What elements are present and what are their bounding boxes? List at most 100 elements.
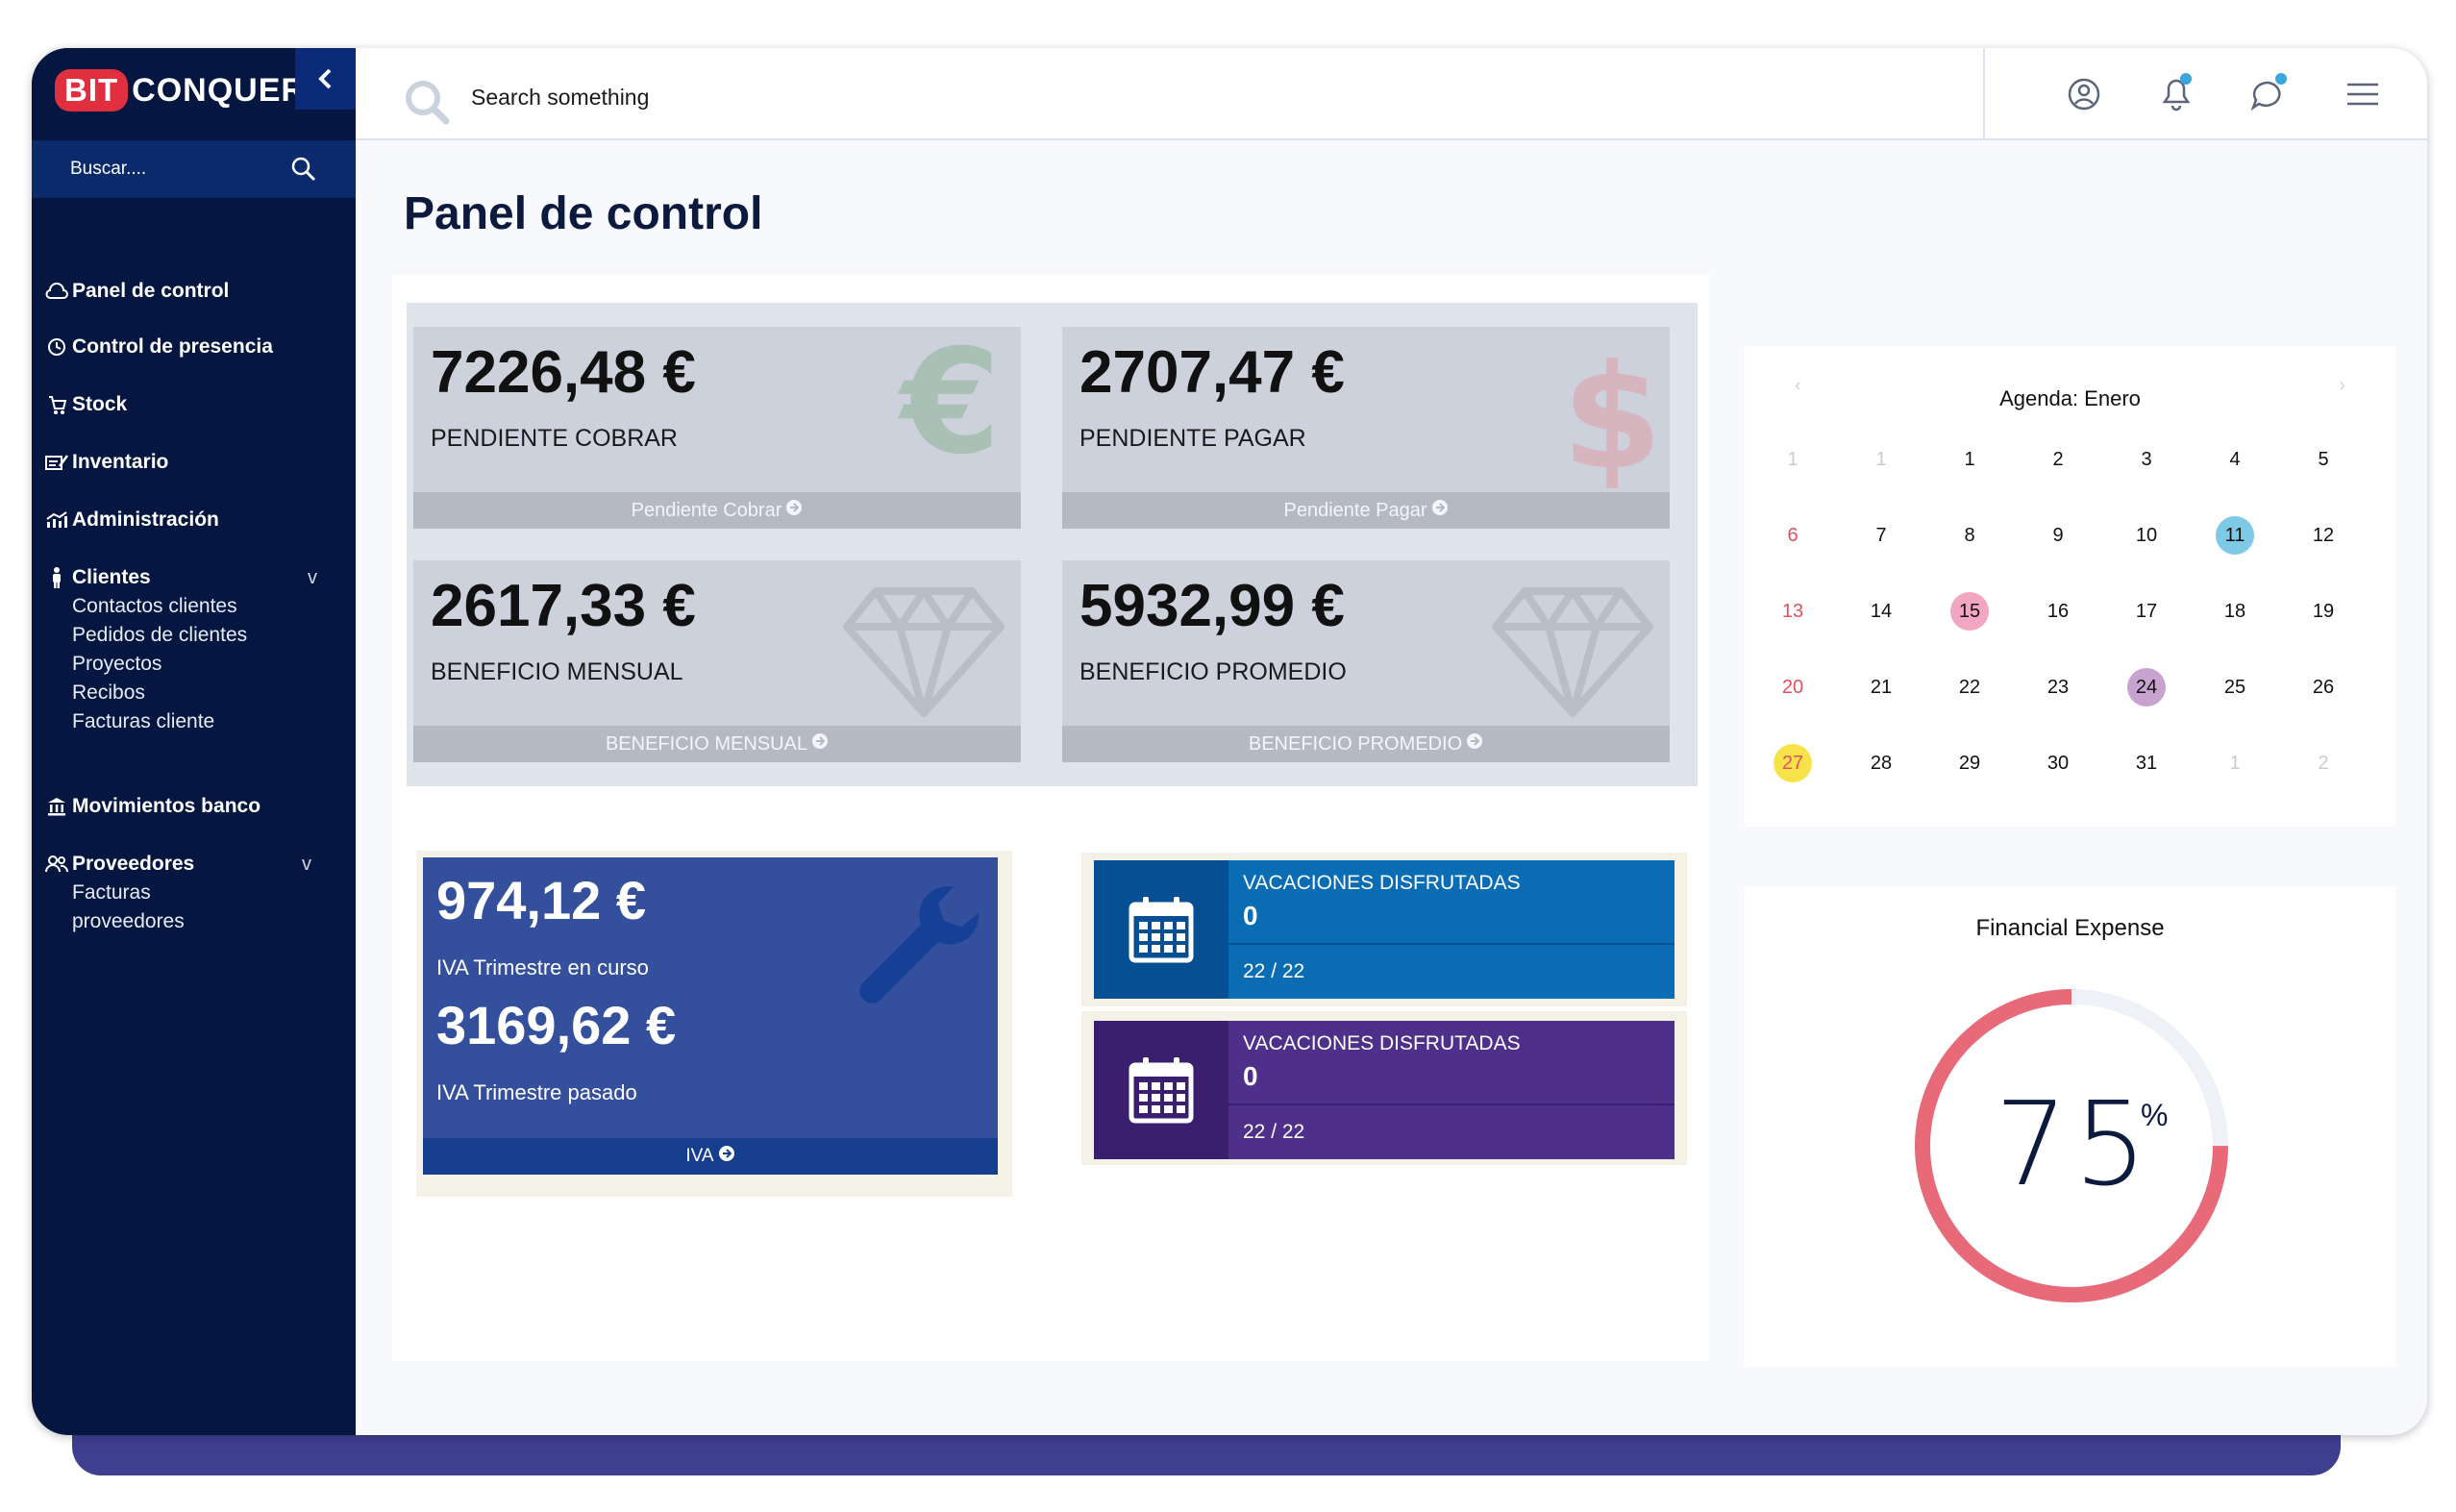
sidebar-subitem[interactable]: Facturas — [72, 881, 151, 904]
calendar-day[interactable]: 1 — [1964, 448, 1975, 470]
chart-icon — [43, 508, 70, 532]
vacation-value: 0 — [1243, 901, 1258, 930]
kpi-grid: 7226,48 € PENDIENTE COBRAR € Pendiente C… — [407, 303, 1698, 786]
donut-unit: % — [2141, 1098, 2169, 1132]
calendar-day[interactable]: 21 — [1870, 676, 1893, 698]
calendar-day[interactable]: 3 — [2141, 448, 2152, 470]
vacation-card: VACACIONES DISFRUTADAS 0 22 / 22 — [1094, 860, 1675, 999]
sidebar-item-label: Clientes — [72, 566, 151, 588]
calendar-day[interactable]: 25 — [2223, 676, 2246, 698]
chevron-down-icon[interactable]: v — [308, 567, 317, 588]
calendar-day[interactable]: 5 — [2318, 448, 2329, 470]
calendar-day[interactable]: 22 — [1958, 676, 1981, 698]
calendar-day[interactable]: 13 — [1781, 600, 1804, 622]
calendar-day[interactable]: 4 — [2229, 448, 2241, 470]
calendar-day[interactable]: 28 — [1870, 752, 1893, 774]
chevron-left-icon — [317, 68, 331, 89]
svg-text:$: $ — [1564, 344, 1660, 488]
calendar-day[interactable]: 6 — [1787, 524, 1799, 546]
calendar-day[interactable]: 26 — [2312, 676, 2335, 698]
calendar-day[interactable]: 1 — [2229, 752, 2241, 774]
sidebar-subitem[interactable]: proveedores — [72, 910, 185, 932]
sidebar-subitem[interactable]: Facturas cliente — [72, 710, 215, 732]
chevron-down-icon[interactable]: v — [302, 854, 311, 875]
kpi-card-pendiente-cobrar: 7226,48 € PENDIENTE COBRAR € Pendiente C… — [413, 327, 1021, 529]
sidebar-subitem[interactable]: Contactos clientes — [72, 595, 237, 617]
kpi-card-beneficio-promedio: 5932,99 € BENEFICIO PROMEDIO BENEFICIO P… — [1062, 560, 1670, 762]
sidebar-subitem[interactable]: Proyectos — [72, 653, 162, 675]
kpi-label: BENEFICIO PROMEDIO — [1079, 658, 1347, 685]
calendar-day[interactable]: 15 — [1950, 592, 1989, 631]
sidebar-item-administracion[interactable]: Administración — [32, 506, 356, 534]
chat-icon[interactable] — [2249, 71, 2290, 113]
calendar-day[interactable]: 16 — [2047, 600, 2070, 622]
clock-icon — [43, 335, 70, 359]
logo[interactable]: BIT CONQUER — [55, 69, 306, 112]
calendar-day[interactable]: 31 — [2135, 752, 2158, 774]
vacation-card: VACACIONES DISFRUTADAS 0 22 / 22 — [1094, 1021, 1675, 1159]
sidebar-subitem[interactable]: Recibos — [72, 682, 145, 704]
sidebar-item-presencia[interactable]: Control de presencia — [32, 333, 356, 361]
sidebar-item-clientes[interactable]: Clientes v — [32, 563, 356, 592]
arrow-circle-right-icon — [718, 1145, 735, 1168]
collapse-sidebar-button[interactable] — [295, 48, 356, 110]
agenda-calendar: ‹ › Agenda: Enero 1 1 1 2 3 4 5 6 7 8 9 10 11 12 13 14 1… — [1745, 346, 2395, 827]
kpi-label: PENDIENTE PAGAR — [1079, 425, 1306, 452]
donut-title: Financial Expense — [1975, 915, 2165, 941]
calendar-day[interactable]: 2 — [2318, 752, 2329, 774]
sidebar-item-stock[interactable]: Stock — [32, 390, 356, 419]
calendar-day[interactable]: 20 — [1781, 676, 1804, 698]
kpi-link-label: BENEFICIO PROMEDIO — [1248, 732, 1463, 755]
calendar-icon — [1129, 897, 1194, 963]
kpi-link-pendiente-pagar[interactable]: Pendiente Pagar — [1062, 492, 1670, 529]
donut-value: 75 — [1995, 1078, 2153, 1212]
kpi-link-beneficio-promedio[interactable]: BENEFICIO PROMEDIO — [1062, 726, 1670, 762]
calendar-day[interactable]: 7 — [1875, 524, 1887, 546]
calendar-day[interactable]: 23 — [2047, 676, 2070, 698]
sidebar-item-inventario[interactable]: Inventario — [32, 448, 356, 477]
vacation-icon-box — [1094, 1021, 1228, 1159]
calendar-day[interactable]: 1 — [1875, 448, 1887, 470]
sidebar-search-input[interactable] — [70, 159, 282, 180]
progress-donut — [1915, 989, 2228, 1302]
calendar-day[interactable]: 19 — [2312, 600, 2335, 622]
kpi-label: BENEFICIO MENSUAL — [431, 658, 683, 685]
calendar-next-button[interactable]: › — [2339, 375, 2345, 396]
menu-icon[interactable] — [2345, 81, 2380, 110]
calendar-day[interactable]: 14 — [1870, 600, 1893, 622]
search-icon[interactable] — [404, 79, 450, 125]
kpi-link-label: BENEFICIO MENSUAL — [605, 732, 808, 755]
calendar-day[interactable]: 24 — [2127, 668, 2166, 706]
top-search-input[interactable] — [471, 85, 952, 111]
bell-icon[interactable] — [2157, 71, 2196, 113]
dollar-icon: $ — [1564, 344, 1660, 488]
sidebar-item-proveedores[interactable]: Proveedores v — [32, 850, 356, 879]
calendar-day[interactable]: 2 — [2052, 448, 2064, 470]
calendar-day[interactable]: 17 — [2135, 600, 2158, 622]
kpi-value: 7226,48 € — [431, 339, 696, 406]
calendar-day[interactable]: 29 — [1958, 752, 1981, 774]
cloud-icon — [43, 280, 70, 303]
kpi-value: 2707,47 € — [1079, 339, 1345, 406]
calendar-day[interactable]: 11 — [2216, 516, 2254, 555]
kpi-link-pendiente-cobrar[interactable]: Pendiente Cobrar — [413, 492, 1021, 529]
calendar-day[interactable]: 27 — [1774, 744, 1812, 782]
arrow-circle-right-icon — [811, 732, 829, 756]
sidebar-item-panel[interactable]: Panel de control — [32, 277, 356, 306]
sidebar-subitem[interactable]: Pedidos de clientes — [72, 624, 248, 646]
calendar-day[interactable]: 1 — [1787, 448, 1799, 470]
kpi-card-pendiente-pagar: 2707,47 € PENDIENTE PAGAR $ Pendiente Pa… — [1062, 327, 1670, 529]
calendar-day[interactable]: 12 — [2312, 524, 2335, 546]
kpi-link-beneficio-mensual[interactable]: BENEFICIO MENSUAL — [413, 726, 1021, 762]
user-circle-icon[interactable] — [2067, 77, 2101, 112]
calendar-prev-button[interactable]: ‹ — [1795, 375, 1801, 396]
calendar-day[interactable]: 8 — [1964, 524, 1975, 546]
sidebar-item-label: Proveedores — [72, 853, 195, 875]
calendar-day[interactable]: 9 — [2052, 524, 2064, 546]
search-icon[interactable] — [290, 156, 317, 183]
calendar-day[interactable]: 18 — [2223, 600, 2246, 622]
calendar-day[interactable]: 10 — [2135, 524, 2158, 546]
iva-link[interactable]: IVA — [423, 1138, 998, 1175]
calendar-day[interactable]: 30 — [2047, 752, 2070, 774]
sidebar-item-banco[interactable]: Movimientos banco — [32, 792, 356, 821]
